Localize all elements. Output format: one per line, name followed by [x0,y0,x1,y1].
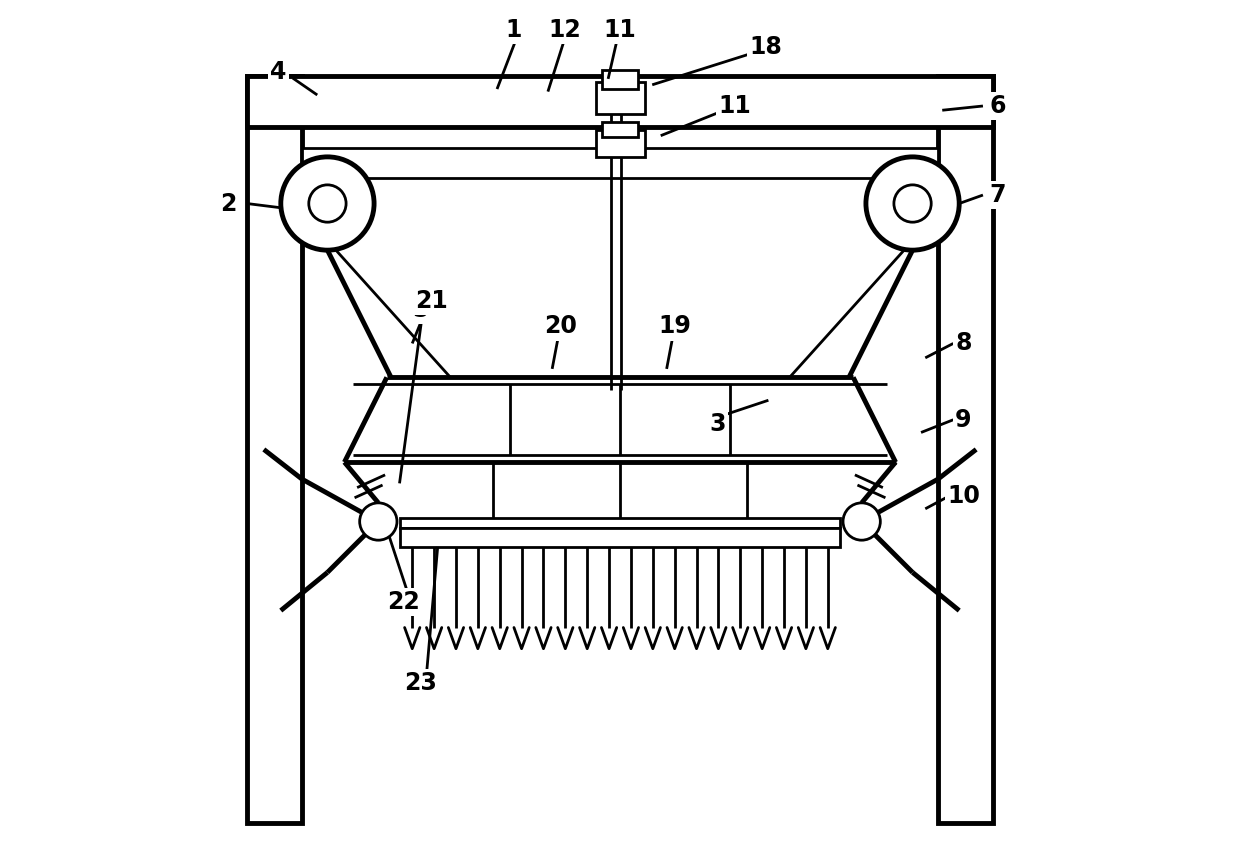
Bar [596,82,646,114]
Text: 5: 5 [413,298,429,321]
Text: 3: 3 [709,412,725,436]
Bar [303,148,937,178]
Bar [399,528,841,547]
Circle shape [843,503,880,540]
Bar [603,122,637,137]
Bar [603,70,637,89]
Text: 18: 18 [749,35,782,59]
Circle shape [360,503,397,540]
Bar [596,130,646,157]
Text: 6: 6 [990,94,1006,118]
Text: 9: 9 [955,408,972,432]
Text: 10: 10 [947,484,980,508]
Circle shape [894,185,931,222]
Text: 22: 22 [387,590,420,614]
Text: 23: 23 [404,671,438,695]
Text: 12: 12 [548,18,582,42]
Text: 1: 1 [506,18,522,42]
Text: 8: 8 [955,332,972,355]
Bar [937,76,993,823]
Bar [247,76,303,823]
Text: 7: 7 [990,183,1006,207]
Text: 21: 21 [415,289,448,313]
Circle shape [280,157,374,250]
Text: 4: 4 [270,60,286,84]
Bar [247,76,993,127]
Bar [399,518,841,528]
Circle shape [866,157,960,250]
Text: 19: 19 [658,315,692,338]
Text: 2: 2 [219,192,237,215]
Text: 11: 11 [604,18,636,42]
Circle shape [309,185,346,222]
Text: 11: 11 [718,94,751,118]
Text: 20: 20 [544,315,577,338]
